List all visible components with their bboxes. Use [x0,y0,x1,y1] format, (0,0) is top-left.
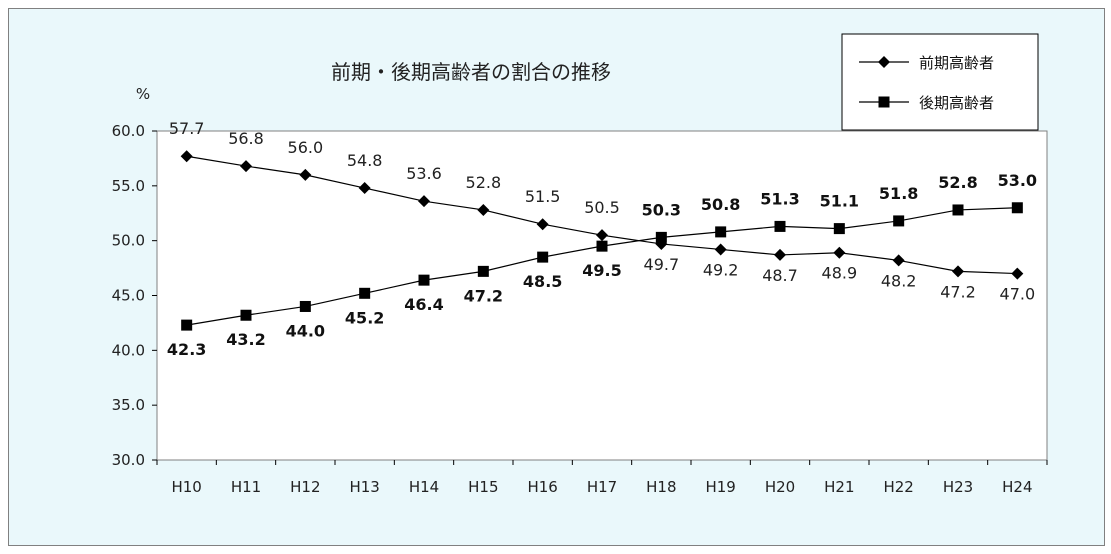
data-point-early [596,229,608,242]
x-tick-label: H14 [409,478,439,496]
data-label-late: 53.0 [998,171,1037,190]
y-tick-label: 35.0 [112,396,145,414]
data-point-late [833,223,845,235]
x-tick-label: H10 [171,478,201,496]
data-label-early: 49.2 [703,260,739,279]
chart-title: 前期・後期高齢者の割合の推移 [331,60,611,84]
data-point-early [774,248,786,261]
legend [841,33,1039,131]
data-point-early [1011,267,1024,280]
x-tick-label: H22 [883,478,913,496]
x-tick-label: H19 [705,478,735,496]
x-tick-label: H23 [943,478,973,496]
data-label-late: 48.5 [523,272,562,291]
data-label-early: 47.0 [1000,285,1036,304]
x-tick-label: H15 [468,478,498,496]
y-tick-label: 50.0 [112,232,145,250]
data-label-late: 51.3 [760,189,799,208]
data-point-early [418,195,430,208]
x-tick-label: H21 [824,478,854,496]
legend-marker-early [878,56,890,68]
data-label-early: 51.5 [525,187,561,206]
data-label-late: 47.2 [464,286,503,305]
data-label-early: 48.2 [881,271,917,290]
plot-area [156,130,1048,461]
data-label-early: 49.7 [644,255,680,274]
x-tick-label: H17 [587,478,617,496]
data-point-late [240,309,252,321]
data-label-late: 46.4 [404,295,443,314]
data-point-late [1011,202,1023,214]
chart-frame: 前期・後期高齢者の割合の推移 % 60.0 55.0 50.0 45.0 40.0 35.… [8,8,1105,546]
data-point-late [715,226,727,238]
data-label-early: 56.8 [228,129,264,148]
data-point-late [537,251,549,263]
data-point-early [952,265,964,278]
data-point-late [477,265,489,277]
data-point-late [893,215,905,227]
data-point-early [833,246,846,259]
y-tick-label: 45.0 [112,287,145,305]
y-tick-label: 55.0 [112,177,145,195]
data-point-late [774,220,786,232]
data-label-early: 53.6 [406,164,442,183]
data-label-late: 51.8 [879,184,918,203]
legend-box [841,33,1039,131]
data-point-late [299,300,311,312]
data-label-early: 54.8 [347,151,383,170]
data-label-early: 50.5 [584,198,620,217]
data-label-late: 50.3 [642,200,681,219]
legend-label-early: 前期高齢者 [919,54,994,72]
data-label-late: 45.2 [345,308,384,327]
data-label-late: 50.8 [701,195,740,214]
legend-label-late: 後期高齢者 [919,94,994,112]
y-tick-label: 30.0 [112,451,145,469]
data-label-late: 44.0 [286,321,325,340]
data-point-late [181,319,193,331]
data-label-late: 52.8 [938,173,977,192]
data-point-early [714,243,727,256]
data-label-late: 42.3 [167,340,206,359]
data-label-early: 52.8 [466,173,502,192]
data-point-early [299,168,312,181]
data-point-early [180,150,193,163]
data-point-early [477,203,490,216]
line-chart: 前期・後期高齢者の割合の推移 % 60.0 55.0 50.0 45.0 40.0 35.… [112,33,1048,496]
x-tick-label: H18 [646,478,676,496]
data-label-early: 57.7 [169,119,205,138]
data-label-early: 56.0 [288,138,324,157]
x-tick-label: H13 [349,478,379,496]
data-label-early: 48.7 [762,266,798,285]
x-tick-label: H16 [527,478,557,496]
data-point-late [596,240,608,252]
data-point-late [655,231,667,243]
data-label-late: 51.1 [820,192,859,211]
x-tick-label: H24 [1002,478,1032,496]
data-point-early [358,182,371,195]
data-point-early [892,254,905,267]
data-label-early: 48.9 [822,264,858,283]
y-axis-unit-label: % [136,85,150,103]
data-point-early [240,160,252,173]
data-label-late: 43.2 [226,330,265,349]
legend-marker-late [878,96,890,108]
data-label-late: 49.5 [582,261,621,280]
data-point-late [952,204,964,216]
y-tick-label: 40.0 [112,341,145,359]
x-tick-label: H20 [765,478,795,496]
data-point-late [359,287,371,299]
data-point-late [418,274,430,286]
x-tick-label: H12 [290,478,320,496]
y-tick-label: 60.0 [112,122,145,140]
data-label-early: 47.2 [940,282,976,301]
x-tick-label: H11 [231,478,261,496]
data-point-early [536,218,549,231]
